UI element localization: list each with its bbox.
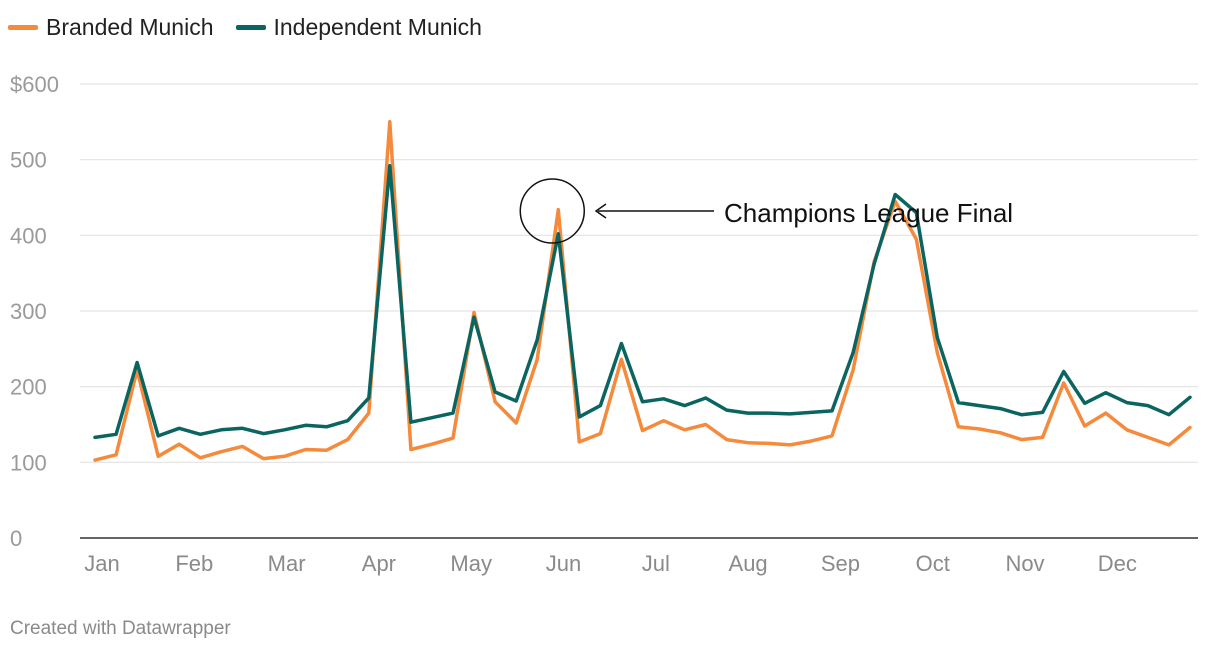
legend-swatch-branded (8, 25, 38, 30)
legend-item-independent: Independent Munich (235, 14, 482, 41)
x-tick-label-jan: Jan (84, 551, 119, 576)
x-tick-label-dec: Dec (1098, 551, 1137, 576)
annotation-label: Champions League Final (724, 198, 1013, 228)
y-tick-label-400: 400 (10, 223, 47, 248)
annotation-arrow-head (594, 203, 607, 219)
x-tick-label-jul: Jul (642, 551, 670, 576)
y-tick-label-600: $600 (10, 72, 59, 97)
x-tick-label-nov: Nov (1005, 551, 1044, 576)
legend-swatch-independent (235, 25, 266, 30)
x-tick-label-aug: Aug (729, 551, 768, 576)
legend: Branded Munich Independent Munich (8, 14, 482, 41)
footer-credit: Created with Datawrapper (10, 618, 231, 639)
y-tick-label-200: 200 (10, 375, 47, 400)
y-tick-label-300: 300 (10, 299, 47, 324)
x-tick-label-sep: Sep (821, 551, 860, 576)
legend-item-branded: Branded Munich (8, 14, 214, 41)
x-tick-label-feb: Feb (175, 551, 213, 576)
series-line-independent (93, 163, 1192, 440)
x-tick-label-may: May (450, 551, 492, 576)
y-tick-label-100: 100 (10, 450, 47, 475)
x-tick-label-mar: Mar (268, 551, 306, 576)
series-line-branded (93, 120, 1192, 462)
x-tick-label-oct: Oct (916, 551, 950, 576)
y-tick-label-500: 500 (10, 148, 47, 173)
y-tick-label-0: 0 (10, 526, 22, 551)
legend-label-branded: Branded Munich (46, 14, 214, 40)
line-chart: 0 100 200 300 400 500 $600 Jan Feb Mar Apr May Jun Ju… (10, 72, 1198, 576)
legend-label-independent: Independent Munich (273, 14, 482, 40)
x-tick-label-apr: Apr (362, 551, 396, 576)
annotation-circle (519, 178, 586, 244)
x-tick-label-jun: Jun (546, 551, 581, 576)
